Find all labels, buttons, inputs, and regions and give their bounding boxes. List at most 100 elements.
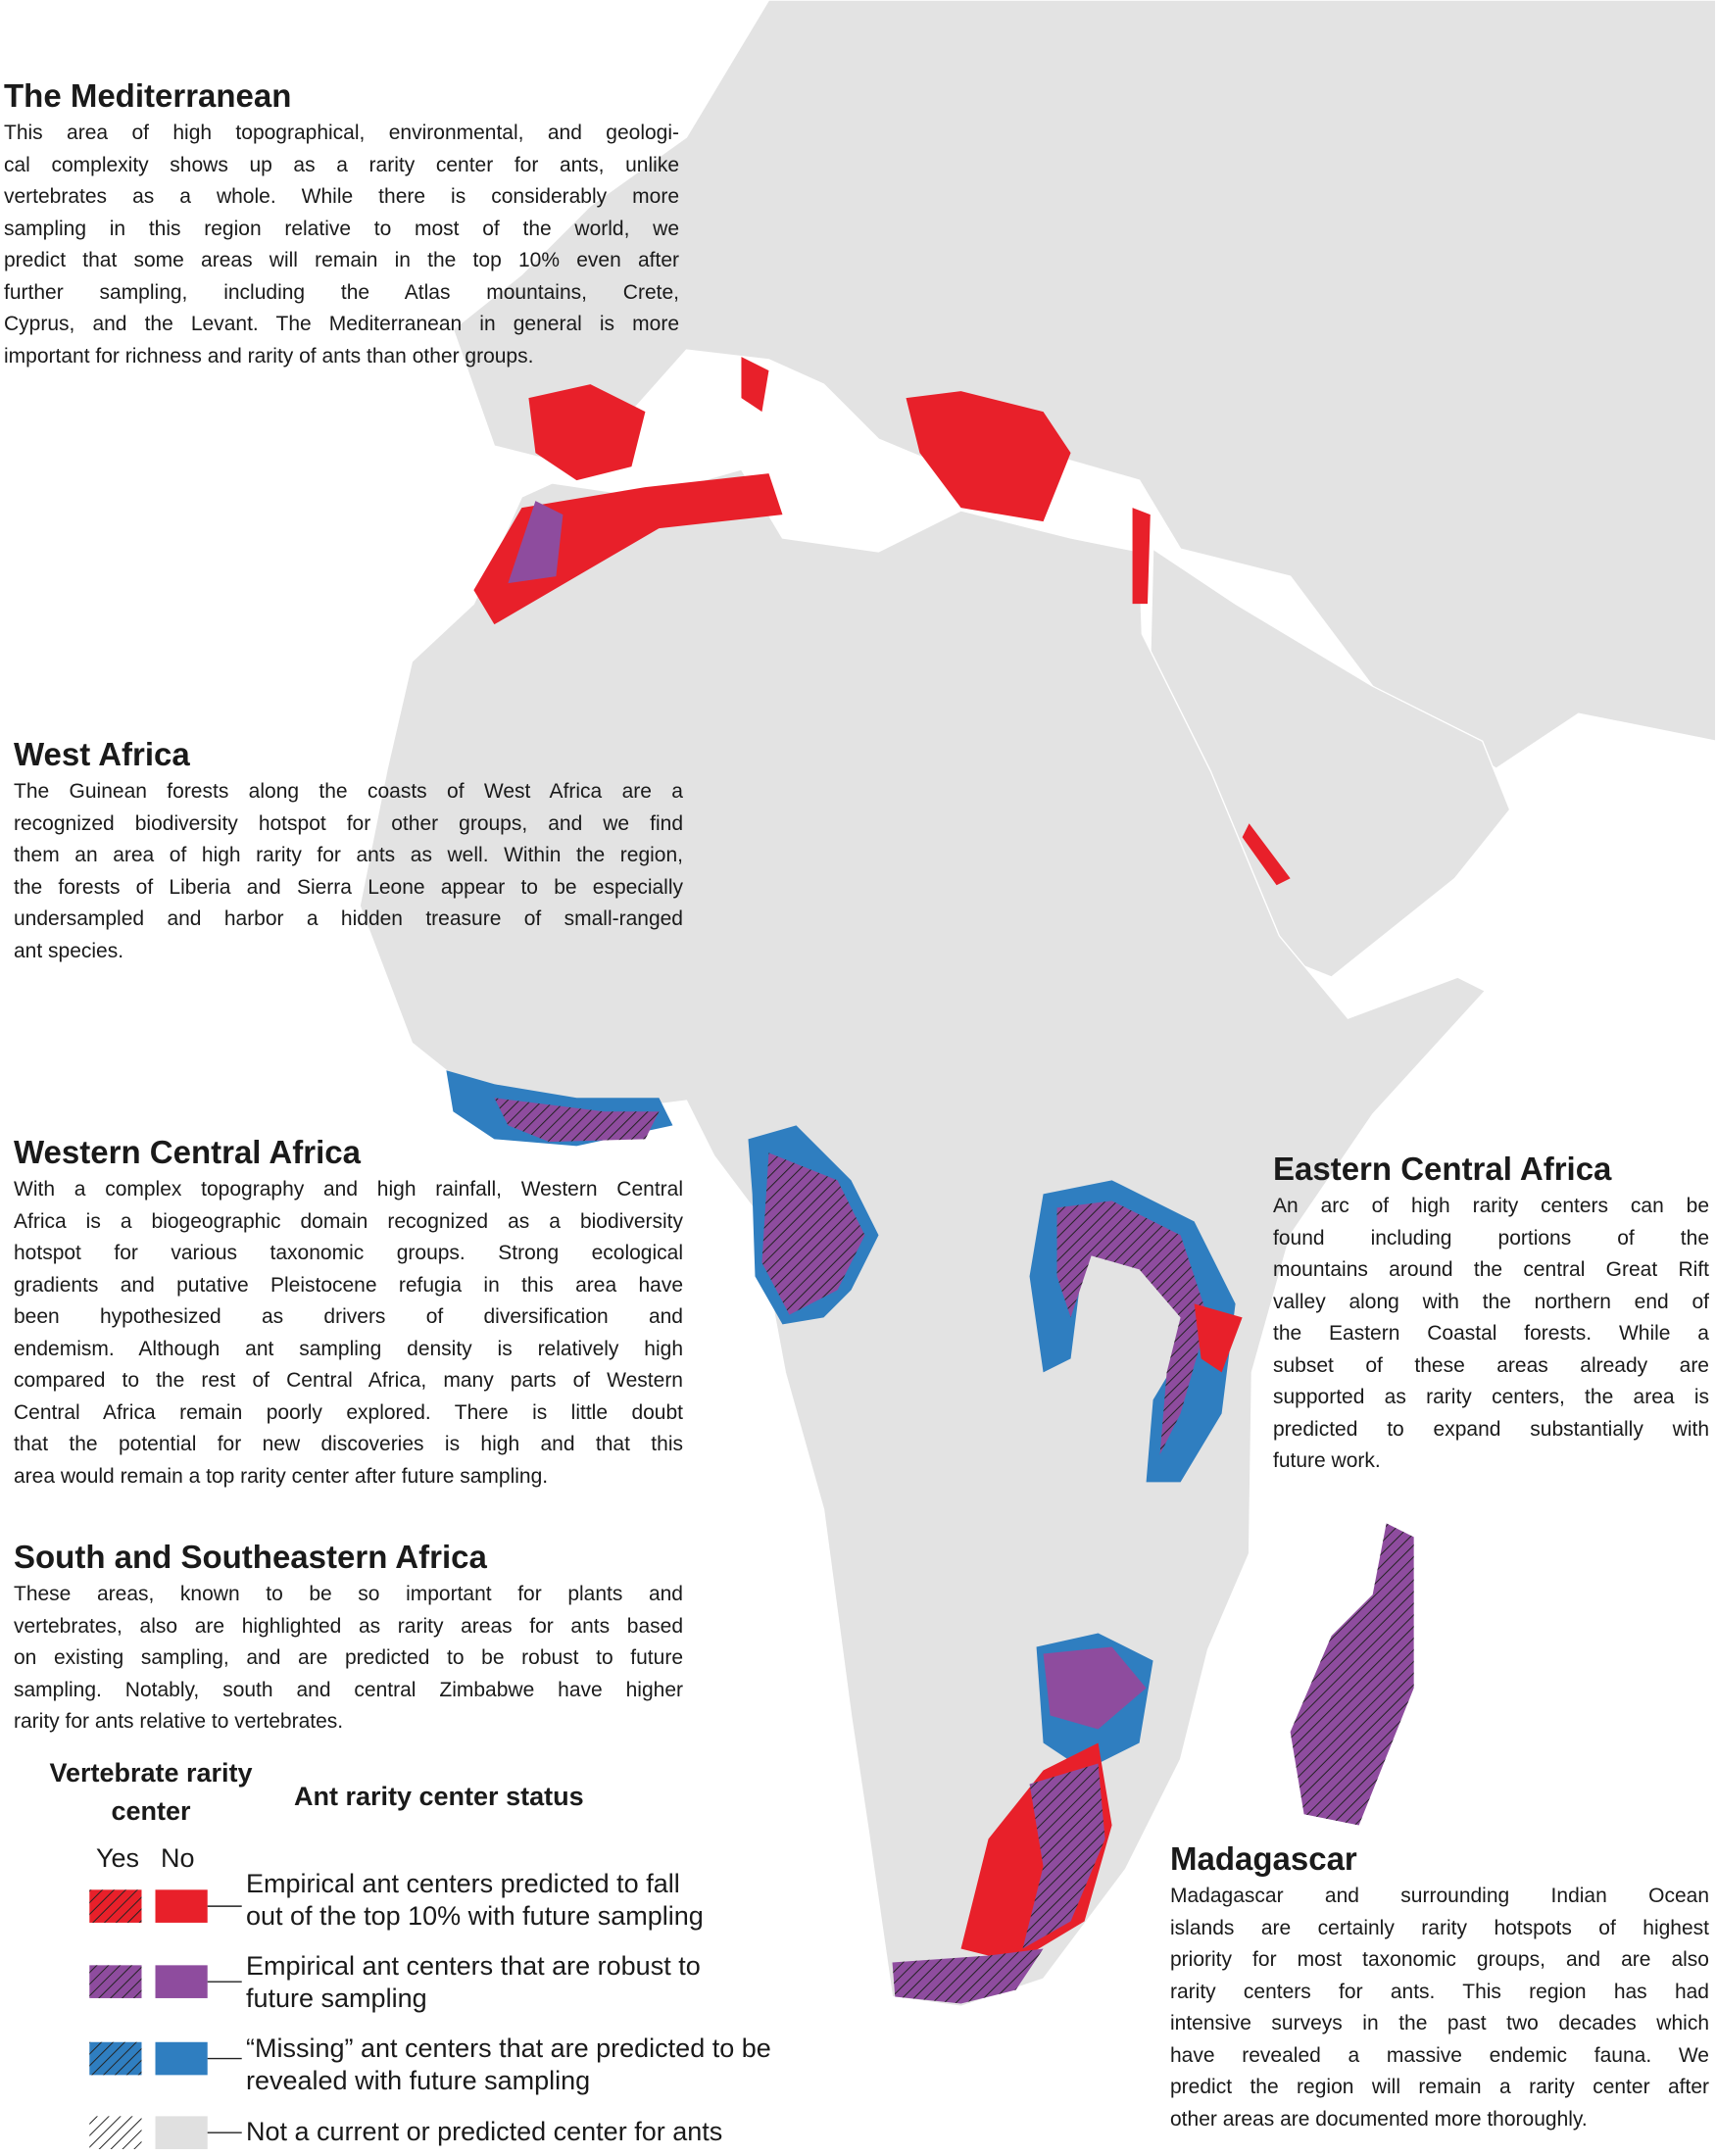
legend-item-line: “Missing” ant centers that are predicted… <box>246 2034 771 2063</box>
section-text-line: predict the region will remain a rarity … <box>1170 2076 1709 2098</box>
section-text-line: the Eastern Coastal forests. While a <box>1273 1322 1709 1345</box>
section-text-line: supported as rarity centers, the area is <box>1273 1386 1709 1408</box>
section-text-line: predict that some areas will remain in t… <box>4 249 679 271</box>
section-text-line: been hypothesized as drivers of diversif… <box>14 1305 683 1328</box>
rarity-areas <box>446 357 1414 2004</box>
legend-item: Not a current or predicted center for an… <box>246 2116 722 2148</box>
section-title: Eastern Central Africa <box>1273 1151 1612 1187</box>
section-text-line: An arc of high rarity centers can be <box>1273 1195 1709 1217</box>
map-shape <box>528 384 646 481</box>
map-shape <box>155 2041 208 2076</box>
section: Madagascar Madagascar and surrounding Ind… <box>1170 1838 1709 2135</box>
legend-item: “Missing” ant centers that are predicted… <box>246 2033 771 2097</box>
section-text-line: on existing sampling, and are predicted … <box>14 1646 683 1669</box>
section-text-line: subset of these areas already are <box>1273 1353 1709 1377</box>
map-shape <box>89 2041 142 2076</box>
section-text-line: cal complexity shows up as a rarity cent… <box>4 153 679 176</box>
legend-item-line: Empirical ant centers that are robust to <box>246 1951 701 1981</box>
section-text-line: compared to the rest of Central Africa, … <box>14 1369 683 1392</box>
legend-column: No <box>161 1843 195 1873</box>
section-text-line: them an area of high rarity for ants as … <box>14 844 683 866</box>
map-shape <box>155 1965 208 1998</box>
section-text-line: sampling. Notably, south and central Zim… <box>14 1678 683 1701</box>
land-shape <box>452 0 1716 770</box>
section-text-line: area would remain a top rarity center af… <box>14 1464 549 1488</box>
map-shape <box>1056 1200 1208 1455</box>
section-text-line: vertebrates, also are highlighted as rar… <box>14 1614 683 1638</box>
section-text-line: that the potential for new discoveries i… <box>14 1433 683 1455</box>
section-text-line: vertebrates as a whole. While there is c… <box>4 185 679 208</box>
map-shape <box>1132 508 1151 605</box>
map-shape <box>741 357 769 413</box>
section-text-line: predicted to expand substantially with <box>1273 1417 1709 1441</box>
section-text-line: Madagascar and surrounding Indian Ocean <box>1170 1885 1709 1907</box>
map-shape <box>1194 1303 1243 1373</box>
section-title: The Mediterranean <box>4 77 292 114</box>
section-text-line: Central Africa remain poorly explored. T… <box>14 1400 683 1424</box>
legend-item: Empirical ant centers predicted to fall o… <box>246 1868 704 1933</box>
map-shape <box>906 391 1071 522</box>
section-text-line: Africa is a biogeographic domain recogni… <box>14 1209 683 1233</box>
section-text-line: further sampling, including the Atlas mo… <box>4 280 679 304</box>
section-text-line: With a complex topography and high rainf… <box>14 1178 683 1200</box>
map-shape <box>155 1889 208 1923</box>
land <box>359 0 1716 2008</box>
section-text-line: ant species. <box>14 939 124 962</box>
legend-item-line: Empirical ant centers predicted to fall <box>246 1869 680 1898</box>
map-shape <box>89 2116 142 2149</box>
map-shape <box>1242 823 1291 886</box>
section-title: South and Southeastern Africa <box>14 1539 487 1575</box>
legend-title: Vertebrate rarity center <box>49 1758 253 1826</box>
section-title: Western Central Africa <box>14 1134 361 1170</box>
section-text-line: gradients and putative Pleistocene refug… <box>14 1273 683 1297</box>
section: The Mediterranean This area of high topog… <box>4 74 679 372</box>
section-text-line: islands are certainly rarity hotspots of… <box>1170 1916 1709 1939</box>
section-text-line: priority for most taxonomic groups, and … <box>1170 1948 1709 1971</box>
legend-item-line: revealed with future sampling <box>246 2066 591 2095</box>
section: Eastern Central Africa An arc of high rar… <box>1273 1148 1709 1478</box>
map-shape <box>89 1965 142 1998</box>
legend-column: Yes <box>96 1843 140 1873</box>
section-text-line: rarity centers for ants. This region has… <box>1170 1980 1709 2003</box>
section: Western Central Africa With a complex top… <box>14 1131 683 1493</box>
legend-item: Empirical ant centers that are robust to… <box>246 1950 701 2015</box>
map-shape <box>89 1889 142 1923</box>
legend-item-line: future sampling <box>246 1984 427 2013</box>
legend-swatches <box>89 1889 242 2149</box>
map-shape <box>1022 1763 1105 1949</box>
section-text-line: The Guinean forests along the coasts of … <box>14 780 683 803</box>
map-shape <box>1043 1646 1147 1730</box>
section-text-line: undersampled and harbor a hidden treasur… <box>14 907 683 930</box>
section-text-line: rarity for ants relative to vertebrates. <box>14 1710 344 1733</box>
legend-item-line: out of the top 10% with future sampling <box>246 1901 704 1931</box>
section-text-line: intensive surveys in the past two decade… <box>1170 2012 1709 2034</box>
map-shape <box>892 1948 1044 2004</box>
section-text-line: Cyprus, and the Levant. The Mediterranea… <box>4 313 679 335</box>
legend-title: Ant rarity center status <box>294 1782 584 1811</box>
section: South and Southeastern Africa These areas… <box>14 1536 683 1739</box>
section-text-line: valley along with the northern end of <box>1273 1290 1709 1313</box>
section-text-line: the forests of Liberia and Sierra Leone … <box>14 875 683 899</box>
map-shape <box>494 1098 660 1143</box>
map-shape <box>761 1152 865 1315</box>
section-text-line: This area of high topographical, environ… <box>4 122 679 144</box>
section-text-line: hotspot for various taxonomic groups. St… <box>14 1242 683 1264</box>
map-shape <box>508 501 564 584</box>
section-text-line: have revealed a massive endemic fauna. W… <box>1170 2043 1709 2067</box>
section-text-line: These areas, known to be so important fo… <box>14 1583 683 1605</box>
section-text-line: mountains around the central Great Rift <box>1273 1258 1709 1281</box>
section: West Africa The Guinean forests along the… <box>14 733 683 967</box>
section-text-line: recognized biodiversity hotspot for othe… <box>14 811 683 835</box>
section-text-line: found including portions of the <box>1273 1226 1709 1250</box>
section-text-line: future work. <box>1273 1449 1381 1472</box>
section-text-line: important for richness and rarity of ant… <box>4 344 534 368</box>
section-title: West Africa <box>14 736 190 772</box>
section-title: Madagascar <box>1170 1840 1357 1877</box>
map-shape <box>1290 1523 1414 1826</box>
map-shape <box>155 2116 208 2149</box>
legend-item-line: Not a current or predicted center for an… <box>246 2117 723 2146</box>
section-text-line: sampling in this region relative to most… <box>4 217 679 240</box>
